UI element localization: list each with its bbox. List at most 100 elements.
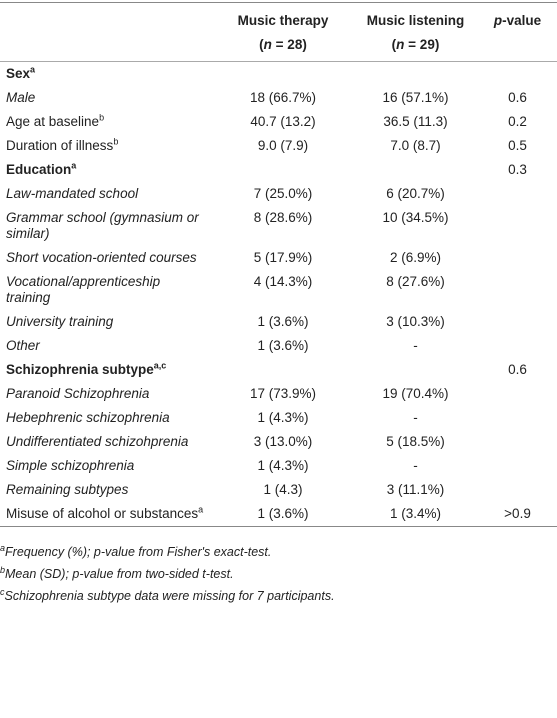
cell-text: 1 (4.3%)	[257, 458, 309, 473]
value-cell: 18 (66.7%)	[213, 86, 353, 110]
table-row: Schizophrenia subtypea,c 0.6	[0, 358, 557, 382]
footnote-sup: c	[0, 586, 5, 597]
cell-text: 18 (66.7%)	[249, 90, 317, 105]
header-text: = 28)	[271, 37, 307, 52]
table-row: Grammar school (gymnasium or similar) 8 (…	[0, 206, 557, 246]
value-cell: -	[353, 334, 478, 358]
cell-text: 3 (10.3%)	[386, 314, 445, 329]
label-text: Remaining subtypes	[6, 482, 129, 497]
label-text: Male	[6, 90, 36, 105]
value-cell	[478, 310, 557, 334]
cell-text: 0.6	[508, 362, 527, 377]
cell-text: 10 (34.5%)	[382, 210, 449, 225]
value-cell: 17 (73.9%)	[213, 382, 353, 406]
value-cell	[478, 382, 557, 406]
table-row: Paranoid Schizophrenia 17 (73.9%) 19 (70.4…	[0, 382, 557, 406]
value-cell	[478, 334, 557, 358]
cell-text: 1 (3.4%)	[389, 506, 442, 521]
label-sup: a	[71, 160, 77, 171]
value-cell	[478, 406, 557, 430]
row-label: Other	[0, 334, 213, 358]
header-cell: Music therapy (n = 28)	[213, 3, 353, 62]
cell-text: 1 (3.6%)	[257, 314, 309, 329]
value-cell	[478, 478, 557, 502]
cell-text: 7.0 (8.7)	[390, 138, 441, 153]
table-row: University training 1 (3.6%) 3 (10.3%)	[0, 310, 557, 334]
value-cell	[478, 182, 557, 206]
footnote-text: Frequency (%); p-value from Fisher's exa…	[5, 545, 272, 559]
value-cell: 6 (20.7%)	[353, 182, 478, 206]
header-var: p	[493, 13, 503, 28]
value-cell: 9.0 (7.9)	[213, 134, 353, 158]
table-row: Simple schizophrenia 1 (4.3%) -	[0, 454, 557, 478]
table-row: Age at baselineb 40.7 (13.2) 36.5 (11.3) 0.…	[0, 110, 557, 134]
cell-text: 2 (6.9%)	[389, 250, 442, 265]
value-cell: 16 (57.1%)	[353, 86, 478, 110]
row-label: Schizophrenia subtypea,c	[0, 358, 213, 382]
row-label: Short vocation-oriented courses	[0, 246, 213, 270]
footnote: bMean (SD); p-value from two-sided t-tes…	[0, 563, 557, 585]
label-sup: a,c	[153, 360, 167, 371]
value-cell: 1 (4.3)	[213, 478, 353, 502]
table-row: Educationa 0.3	[0, 158, 557, 182]
footnote-text: Mean (SD); p-value from two-sided t-test…	[5, 567, 234, 581]
label-text: Paranoid Schizophrenia	[6, 386, 150, 401]
cell-text: 6 (20.7%)	[386, 186, 445, 201]
value-cell: -	[353, 406, 478, 430]
value-cell: 1 (4.3%)	[213, 406, 353, 430]
row-label: Duration of illnessb	[0, 134, 213, 158]
cell-text: 7 (25.0%)	[253, 186, 313, 201]
footnotes: aFrequency (%); p-value from Fisher's ex…	[0, 541, 557, 607]
value-cell: 7 (25.0%)	[213, 182, 353, 206]
row-label: Educationa	[0, 158, 213, 182]
footnote-sup: b	[0, 564, 6, 575]
value-cell: 3 (11.1%)	[353, 478, 478, 502]
value-cell: 5 (17.9%)	[213, 246, 353, 270]
header-text: = 29)	[404, 37, 440, 52]
header-cell: Music listening (n = 29)	[353, 3, 478, 62]
row-label: University training	[0, 310, 213, 334]
label-text: Hebephrenic schizophrenia	[6, 410, 170, 425]
cell-text: 9.0 (7.9)	[257, 138, 309, 153]
value-cell: 36.5 (11.3)	[353, 110, 478, 134]
header-title: Music therapy	[237, 13, 329, 28]
cell-text: -	[413, 458, 418, 473]
label-text: Age at baseline	[6, 114, 100, 129]
value-cell	[478, 270, 557, 310]
footnote-text: Schizophrenia subtype data were missing …	[4, 589, 335, 603]
value-cell: 1 (3.4%)	[353, 502, 478, 527]
table-row: Male 18 (66.7%) 16 (57.1%) 0.6	[0, 86, 557, 110]
cell-text: 0.5	[508, 138, 527, 153]
cell-text: 0.6	[508, 90, 527, 105]
cell-text: 5 (18.5%)	[386, 434, 445, 449]
cell-text: 3 (11.1%)	[386, 482, 445, 497]
data-table: Music therapy (n = 28) Music listening (n =…	[0, 2, 557, 527]
row-label: Sexa	[0, 62, 213, 87]
footnote: aFrequency (%); p-value from Fisher's ex…	[0, 541, 557, 563]
label-sup: a	[30, 64, 36, 75]
value-cell	[478, 206, 557, 246]
value-cell: 1 (3.6%)	[213, 502, 353, 527]
value-cell: 8 (28.6%)	[213, 206, 353, 246]
header-text: (	[391, 37, 397, 52]
table-row: Undifferentiated schizohprenia 3 (13.0%) 5…	[0, 430, 557, 454]
value-cell: 40.7 (13.2)	[213, 110, 353, 134]
label-text: University training	[6, 314, 114, 329]
value-cell: 1 (3.6%)	[213, 334, 353, 358]
value-cell: 0.5	[478, 134, 557, 158]
row-label: Misuse of alcohol or substancesa	[0, 502, 213, 527]
cell-text: -	[413, 338, 418, 353]
cell-text: 19 (70.4%)	[382, 386, 449, 401]
value-cell	[478, 246, 557, 270]
header-row: Music therapy (n = 28) Music listening (n =…	[0, 3, 557, 62]
value-cell: -	[353, 454, 478, 478]
table-body: Sexa Male 18 (66.7%) 16 (57.1%) 0.6 Age at ba…	[0, 62, 557, 527]
cell-text: 36.5 (11.3)	[383, 114, 448, 129]
table-header: Music therapy (n = 28) Music listening (n =…	[0, 3, 557, 62]
table-row: Remaining subtypes 1 (4.3) 3 (11.1%)	[0, 478, 557, 502]
label-text: Sex	[6, 66, 31, 81]
cell-text: 16 (57.1%)	[382, 90, 449, 105]
value-cell	[478, 430, 557, 454]
value-cell	[478, 62, 557, 87]
header-var: n	[396, 37, 405, 52]
